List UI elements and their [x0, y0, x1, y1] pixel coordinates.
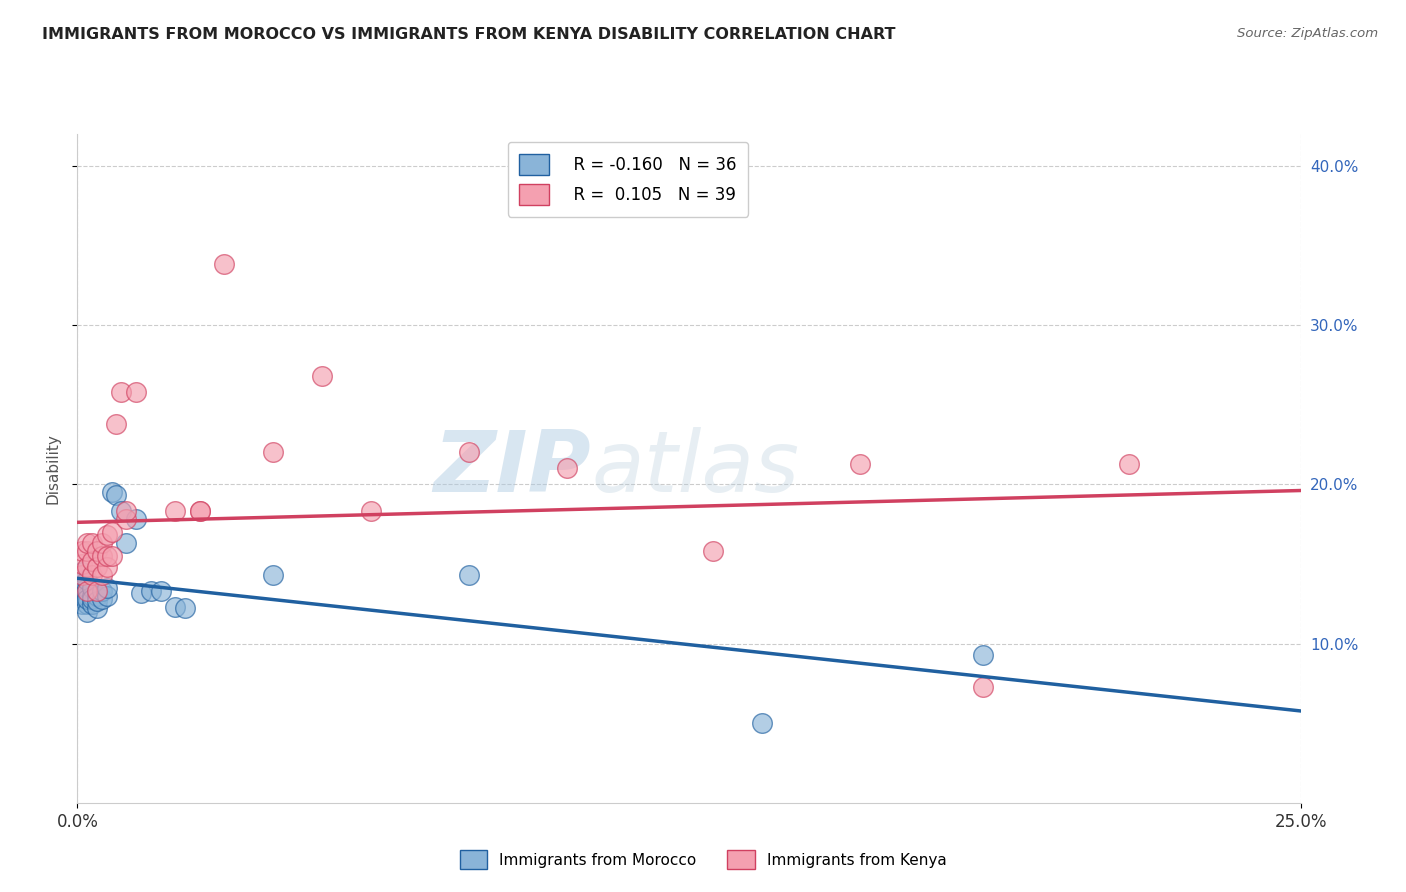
- Point: [360, 504, 382, 518]
- Point: [86, 560, 108, 574]
- Point: [110, 384, 132, 399]
- Point: [125, 384, 148, 399]
- Point: [80, 591, 103, 606]
- Point: [125, 512, 148, 526]
- Point: [70, 544, 93, 558]
- Text: atlas: atlas: [591, 426, 799, 510]
- Point: [115, 536, 138, 550]
- Text: Source: ZipAtlas.com: Source: ZipAtlas.com: [1237, 27, 1378, 40]
- Point: [212, 257, 235, 271]
- Point: [76, 536, 98, 550]
- Point: [972, 680, 994, 694]
- Point: [139, 583, 162, 598]
- Y-axis label: Disability: Disability: [45, 433, 60, 504]
- Point: [90, 583, 112, 598]
- Point: [70, 597, 93, 611]
- Point: [80, 554, 103, 568]
- Point: [188, 504, 211, 518]
- Point: [70, 573, 93, 587]
- Point: [110, 504, 132, 518]
- Point: [86, 589, 108, 603]
- Point: [751, 716, 773, 731]
- Point: [76, 560, 98, 574]
- Point: [86, 544, 108, 558]
- Legend: Immigrants from Morocco, Immigrants from Kenya: Immigrants from Morocco, Immigrants from…: [453, 844, 953, 875]
- Point: [90, 549, 112, 563]
- Point: [70, 589, 93, 603]
- Point: [105, 417, 128, 431]
- Point: [80, 536, 103, 550]
- Point: [1118, 457, 1140, 471]
- Point: [129, 585, 152, 599]
- Point: [86, 593, 108, 607]
- Text: IMMIGRANTS FROM MOROCCO VS IMMIGRANTS FROM KENYA DISABILITY CORRELATION CHART: IMMIGRANTS FROM MOROCCO VS IMMIGRANTS FR…: [42, 27, 896, 42]
- Point: [555, 461, 578, 475]
- Point: [76, 573, 98, 587]
- Point: [80, 568, 103, 582]
- Point: [76, 605, 98, 619]
- Point: [149, 583, 172, 598]
- Point: [70, 568, 93, 582]
- Point: [262, 445, 284, 459]
- Point: [76, 544, 98, 558]
- Point: [100, 485, 122, 500]
- Point: [165, 599, 187, 614]
- Point: [100, 524, 122, 539]
- Point: [174, 601, 197, 615]
- Text: ZIP: ZIP: [433, 426, 591, 510]
- Point: [96, 589, 118, 603]
- Point: [90, 568, 112, 582]
- Point: [90, 536, 112, 550]
- Point: [115, 512, 138, 526]
- Point: [849, 457, 872, 471]
- Point: [80, 597, 103, 611]
- Point: [86, 601, 108, 615]
- Point: [262, 568, 284, 582]
- Point: [311, 368, 333, 383]
- Point: [457, 445, 479, 459]
- Point: [96, 581, 118, 595]
- Point: [76, 597, 98, 611]
- Point: [115, 504, 138, 518]
- Point: [96, 528, 118, 542]
- Point: [90, 591, 112, 606]
- Point: [86, 583, 108, 598]
- Point: [96, 549, 118, 563]
- Point: [70, 557, 93, 571]
- Point: [96, 560, 118, 574]
- Point: [188, 504, 211, 518]
- Point: [80, 589, 103, 603]
- Legend:   R = -0.160   N = 36,   R =  0.105   N = 39: R = -0.160 N = 36, R = 0.105 N = 39: [508, 142, 748, 217]
- Point: [702, 544, 724, 558]
- Point: [972, 648, 994, 662]
- Point: [70, 581, 93, 595]
- Point: [76, 583, 98, 598]
- Point: [76, 591, 98, 606]
- Point: [100, 549, 122, 563]
- Point: [70, 565, 93, 579]
- Point: [76, 589, 98, 603]
- Point: [80, 581, 103, 595]
- Point: [105, 488, 128, 502]
- Point: [165, 504, 187, 518]
- Point: [76, 581, 98, 595]
- Point: [457, 568, 479, 582]
